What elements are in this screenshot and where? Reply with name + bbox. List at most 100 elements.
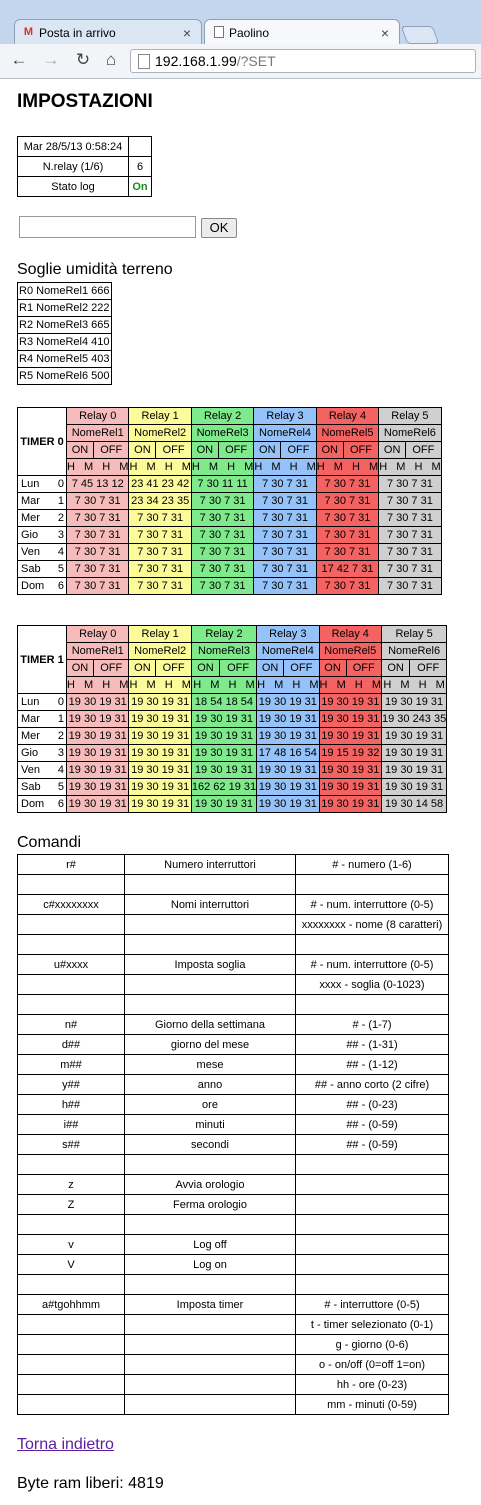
timer-day-row: 2 Mer 19 30 19 31 19 30 19 31 19 30 19 31 19 … [17, 727, 448, 745]
timer-cell: 19 30 19 31 [128, 778, 192, 796]
day-cell: 0 Lun [17, 475, 67, 493]
comando-parameter [295, 874, 449, 895]
day-name: Lun [21, 478, 40, 490]
close-icon[interactable]: × [380, 25, 389, 41]
comando-row: h## ore ## - (0-23) [17, 1094, 449, 1115]
command-input[interactable] [19, 216, 196, 238]
timer-cell: 7 30 7 31 [315, 543, 380, 561]
comando-description [124, 1334, 296, 1355]
timer-cell: 7 30 7 31 [65, 492, 130, 510]
timer-cell: 7 30 7 31 [65, 543, 130, 561]
timer-0-table: TIMER 0 Relay 0 Relay 1 Relay 2 Relay 3 Relay… [17, 407, 442, 595]
comando-parameter: ## - (0-59) [295, 1114, 449, 1135]
hm-label: H [418, 679, 427, 691]
soglia-cell: R0 NomeRel1 666 [17, 282, 112, 300]
relay-name: NomeRel5 [315, 424, 380, 442]
comando-parameter: # - num. interruttore (0-5) [295, 894, 449, 915]
page-title: IMPOSTAZIONI [17, 91, 153, 112]
off-label: OFF [342, 441, 380, 459]
tab-posta-in-arrivo[interactable]: M Posta in arrivo × [14, 19, 202, 45]
timer-cell: 7 30 7 31 [315, 492, 380, 510]
comando-parameter: ## - (0-23) [295, 1094, 449, 1115]
forward-arrow-icon[interactable]: → [42, 50, 60, 69]
timer-cell: 19 30 19 31 [256, 710, 320, 728]
timer-cell: 7 30 7 31 [190, 560, 255, 578]
timer-cell: 19 30 19 31 [380, 727, 448, 745]
timer-cell: 7 30 7 31 [128, 526, 192, 544]
day-number: 5 [57, 781, 64, 793]
hm-label: M [309, 679, 319, 691]
off-label: OFF [405, 441, 442, 459]
timer-cell: 7 30 7 31 [253, 543, 317, 561]
soglia-row: R3 NomeRel4 410 [17, 333, 112, 351]
home-icon[interactable]: ⌂ [105, 50, 117, 69]
comando-description: Imposta timer [124, 1294, 296, 1315]
back-link[interactable]: Torna indietro [17, 1436, 114, 1453]
tab-paolino[interactable]: Paolino × [204, 19, 400, 45]
on-label: ON [378, 441, 407, 459]
timer-cell: 19 30 19 31 [65, 761, 130, 779]
hm-header: H M H M [128, 676, 192, 694]
on-label: ON [128, 441, 157, 459]
timer-cell: 19 30 19 31 [256, 693, 320, 711]
timer-cell: 19 30 19 31 [65, 693, 130, 711]
comando-row: V Log on [17, 1254, 449, 1275]
timer-day-row: 0 Lun 7 45 13 12 23 41 23 42 7 30 11 11 7 30 … [17, 475, 442, 493]
timer-cell: 19 30 19 31 [190, 727, 258, 745]
comando-row: hh - ore (0-23) [17, 1374, 449, 1395]
soglia-id: R1 [19, 302, 34, 314]
timer-cell: 7 30 7 31 [315, 475, 380, 493]
relay-name: NomeRel2 [128, 424, 192, 442]
comando-parameter [295, 1274, 449, 1295]
timer-cell: 17 48 16 54 [256, 744, 320, 762]
timer-cell: 19 30 19 31 [318, 761, 382, 779]
hm-label: H [316, 461, 325, 473]
log-status: On [128, 176, 152, 197]
comando-description: Imposta soglia [124, 954, 296, 975]
hm-label: M [274, 679, 284, 691]
new-tab-button[interactable] [400, 26, 440, 44]
timer-cell: 7 30 7 31 [315, 509, 380, 527]
day-number: 3 [57, 747, 64, 759]
off-label: OFF [409, 659, 448, 677]
off-label: OFF [283, 659, 320, 677]
timer-cell: 19 30 243 35 [380, 710, 448, 728]
timer-day-row: 0 Lun 19 30 19 31 19 30 19 31 18 54 18 54 19 … [17, 693, 448, 711]
soglie-table: R0 NomeRel1 666 R1 NomeRel2 222 R2 NomeRel… [17, 282, 112, 385]
info-table: Mar 28/5/13 0:58:24 N.relay (1/6) 6 Stat… [17, 136, 152, 197]
hm-label: M [181, 679, 191, 691]
timer-cell: 7 30 7 31 [65, 560, 130, 578]
timer-cell: 7 30 7 31 [128, 577, 192, 595]
comando-parameter [295, 1214, 449, 1235]
soglia-name: NomeRel6 [36, 370, 89, 382]
comando-description [124, 994, 296, 1015]
timer-cell: 7 30 7 31 [253, 509, 317, 527]
tab-strip: M Posta in arrivo × Paolino × [0, 0, 481, 45]
comando-parameter [295, 1194, 449, 1215]
soglia-value: 665 [91, 319, 110, 331]
hm-label: M [400, 679, 410, 691]
comando-description: Numero interruttori [124, 854, 296, 875]
timer-cell: 7 30 7 31 [128, 509, 192, 527]
hm-header: H M H M [65, 676, 130, 694]
soglia-cell: R2 NomeRel3 665 [17, 316, 112, 334]
day-cell: 6 Dom [17, 795, 67, 813]
comando-parameter: o - on/off (0=off 1=on) [295, 1354, 449, 1375]
address-bar[interactable]: 192.168.1.99/?SET [130, 49, 476, 73]
ok-button[interactable]: OK [201, 218, 237, 238]
comando-description: ore [124, 1094, 296, 1115]
close-icon[interactable]: × [182, 25, 191, 41]
hm-label: H [164, 461, 173, 473]
off-label: OFF [155, 441, 192, 459]
comando-code: y## [17, 1074, 125, 1095]
back-arrow-icon[interactable]: ← [10, 50, 28, 69]
timer-cell: 19 15 19 32 [318, 744, 382, 762]
comando-code: m## [17, 1054, 125, 1075]
soglia-id: R0 [19, 285, 34, 297]
day-name: Sab [21, 781, 41, 793]
timer-cell: 19 30 19 31 [190, 744, 258, 762]
timer-cell: 19 30 19 31 [190, 761, 258, 779]
comando-row [17, 1154, 449, 1175]
comando-row: xxxxxxxx - nome (8 caratteri) [17, 914, 449, 935]
reload-icon[interactable]: ↻ [75, 50, 91, 69]
